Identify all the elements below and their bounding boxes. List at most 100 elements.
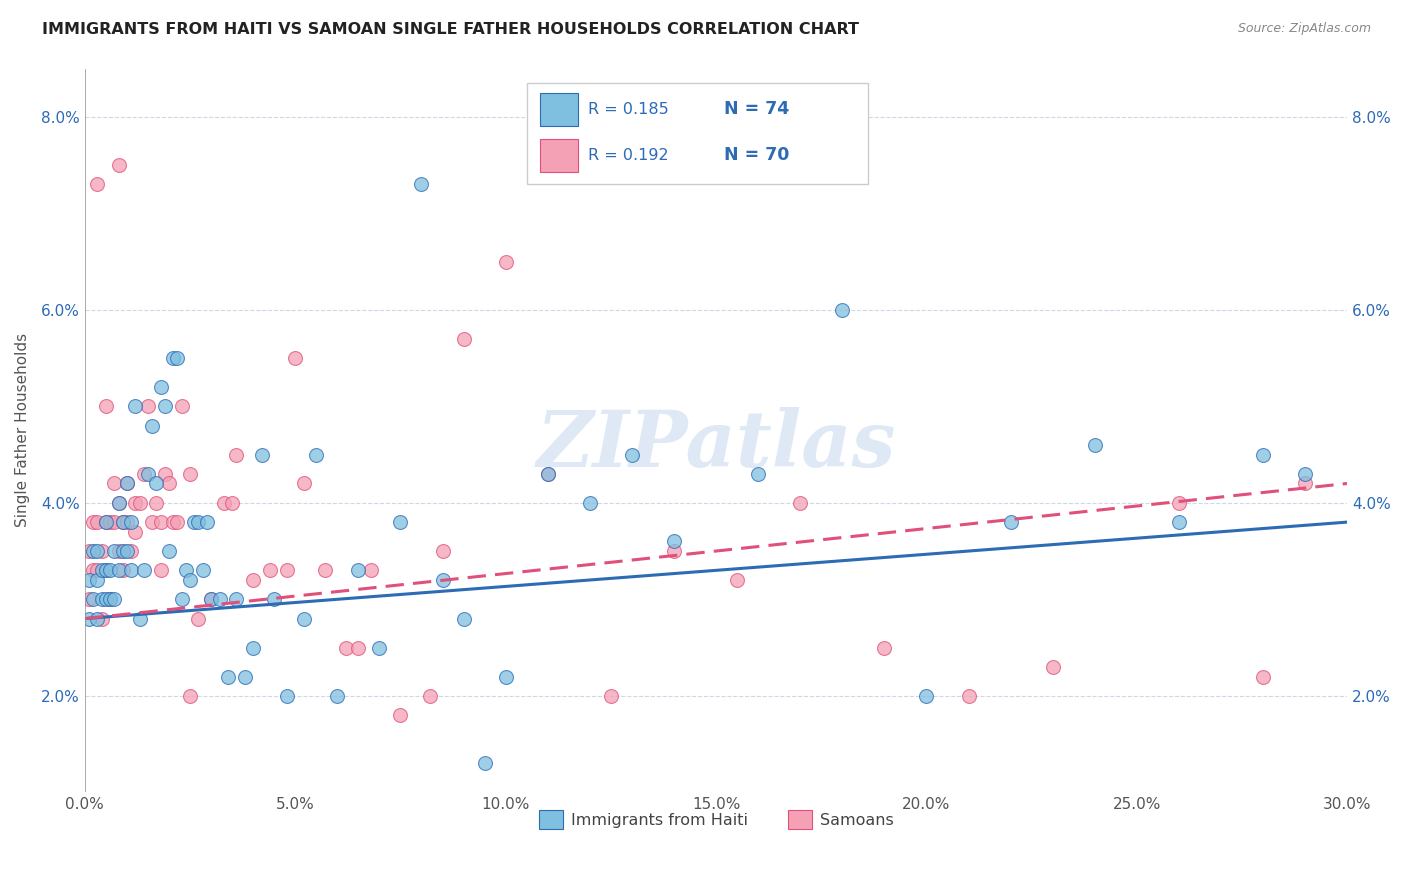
- Point: [915, 689, 938, 703]
- Point: [314, 563, 336, 577]
- Point: [132, 467, 155, 481]
- Point: [1251, 669, 1274, 683]
- Point: [474, 756, 496, 771]
- Point: [94, 515, 117, 529]
- Point: [166, 515, 188, 529]
- Point: [1168, 496, 1191, 510]
- Point: [195, 515, 218, 529]
- Point: [82, 544, 104, 558]
- Point: [149, 380, 172, 394]
- Point: [107, 496, 129, 510]
- Point: [389, 515, 412, 529]
- Point: [263, 592, 285, 607]
- Point: [747, 467, 769, 481]
- Point: [725, 573, 748, 587]
- Point: [292, 476, 315, 491]
- Point: [86, 515, 108, 529]
- Point: [120, 544, 142, 558]
- Point: [90, 544, 112, 558]
- Point: [662, 544, 685, 558]
- Point: [1294, 476, 1316, 491]
- Point: [157, 544, 180, 558]
- Point: [259, 563, 281, 577]
- Point: [115, 476, 138, 491]
- Point: [170, 592, 193, 607]
- Point: [77, 592, 100, 607]
- Point: [1042, 660, 1064, 674]
- Point: [153, 399, 176, 413]
- Point: [115, 476, 138, 491]
- Point: [200, 592, 222, 607]
- Point: [578, 496, 600, 510]
- Text: Source: ZipAtlas.com: Source: ZipAtlas.com: [1237, 22, 1371, 36]
- Point: [200, 592, 222, 607]
- Point: [411, 178, 433, 192]
- Point: [77, 544, 100, 558]
- Point: [124, 496, 146, 510]
- Point: [873, 640, 896, 655]
- Point: [149, 563, 172, 577]
- Point: [389, 708, 412, 723]
- Point: [90, 592, 112, 607]
- Point: [90, 563, 112, 577]
- Point: [77, 611, 100, 625]
- Point: [111, 544, 134, 558]
- Point: [115, 515, 138, 529]
- Point: [170, 399, 193, 413]
- Point: [107, 563, 129, 577]
- Point: [305, 448, 328, 462]
- Y-axis label: Single Father Households: Single Father Households: [15, 334, 30, 527]
- Point: [225, 592, 247, 607]
- Point: [179, 573, 201, 587]
- Point: [128, 611, 150, 625]
- Point: [86, 544, 108, 558]
- Point: [107, 158, 129, 172]
- Point: [111, 563, 134, 577]
- Point: [662, 534, 685, 549]
- Point: [225, 448, 247, 462]
- Point: [136, 467, 159, 481]
- Point: [103, 544, 125, 558]
- Point: [82, 563, 104, 577]
- Point: [276, 689, 298, 703]
- Point: [82, 515, 104, 529]
- Point: [94, 399, 117, 413]
- Point: [292, 611, 315, 625]
- Point: [124, 399, 146, 413]
- Point: [599, 689, 621, 703]
- Point: [183, 515, 205, 529]
- Point: [98, 592, 121, 607]
- Point: [149, 515, 172, 529]
- Point: [233, 669, 256, 683]
- Point: [1294, 467, 1316, 481]
- Point: [120, 515, 142, 529]
- Point: [98, 515, 121, 529]
- Point: [86, 178, 108, 192]
- Point: [335, 640, 357, 655]
- Point: [77, 573, 100, 587]
- Legend: Immigrants from Haiti, Samoans: Immigrants from Haiti, Samoans: [533, 804, 900, 835]
- Point: [242, 573, 264, 587]
- Point: [86, 611, 108, 625]
- Point: [128, 496, 150, 510]
- Point: [221, 496, 243, 510]
- Point: [136, 399, 159, 413]
- Point: [111, 515, 134, 529]
- Point: [957, 689, 980, 703]
- Point: [831, 302, 853, 317]
- Point: [162, 515, 184, 529]
- Point: [212, 496, 235, 510]
- Text: IMMIGRANTS FROM HAITI VS SAMOAN SINGLE FATHER HOUSEHOLDS CORRELATION CHART: IMMIGRANTS FROM HAITI VS SAMOAN SINGLE F…: [42, 22, 859, 37]
- Point: [174, 563, 197, 577]
- Point: [1251, 448, 1274, 462]
- Point: [242, 640, 264, 655]
- Point: [347, 563, 370, 577]
- Point: [153, 467, 176, 481]
- Point: [276, 563, 298, 577]
- Point: [157, 476, 180, 491]
- Point: [368, 640, 391, 655]
- Point: [107, 496, 129, 510]
- Point: [86, 573, 108, 587]
- Point: [90, 611, 112, 625]
- Point: [250, 448, 273, 462]
